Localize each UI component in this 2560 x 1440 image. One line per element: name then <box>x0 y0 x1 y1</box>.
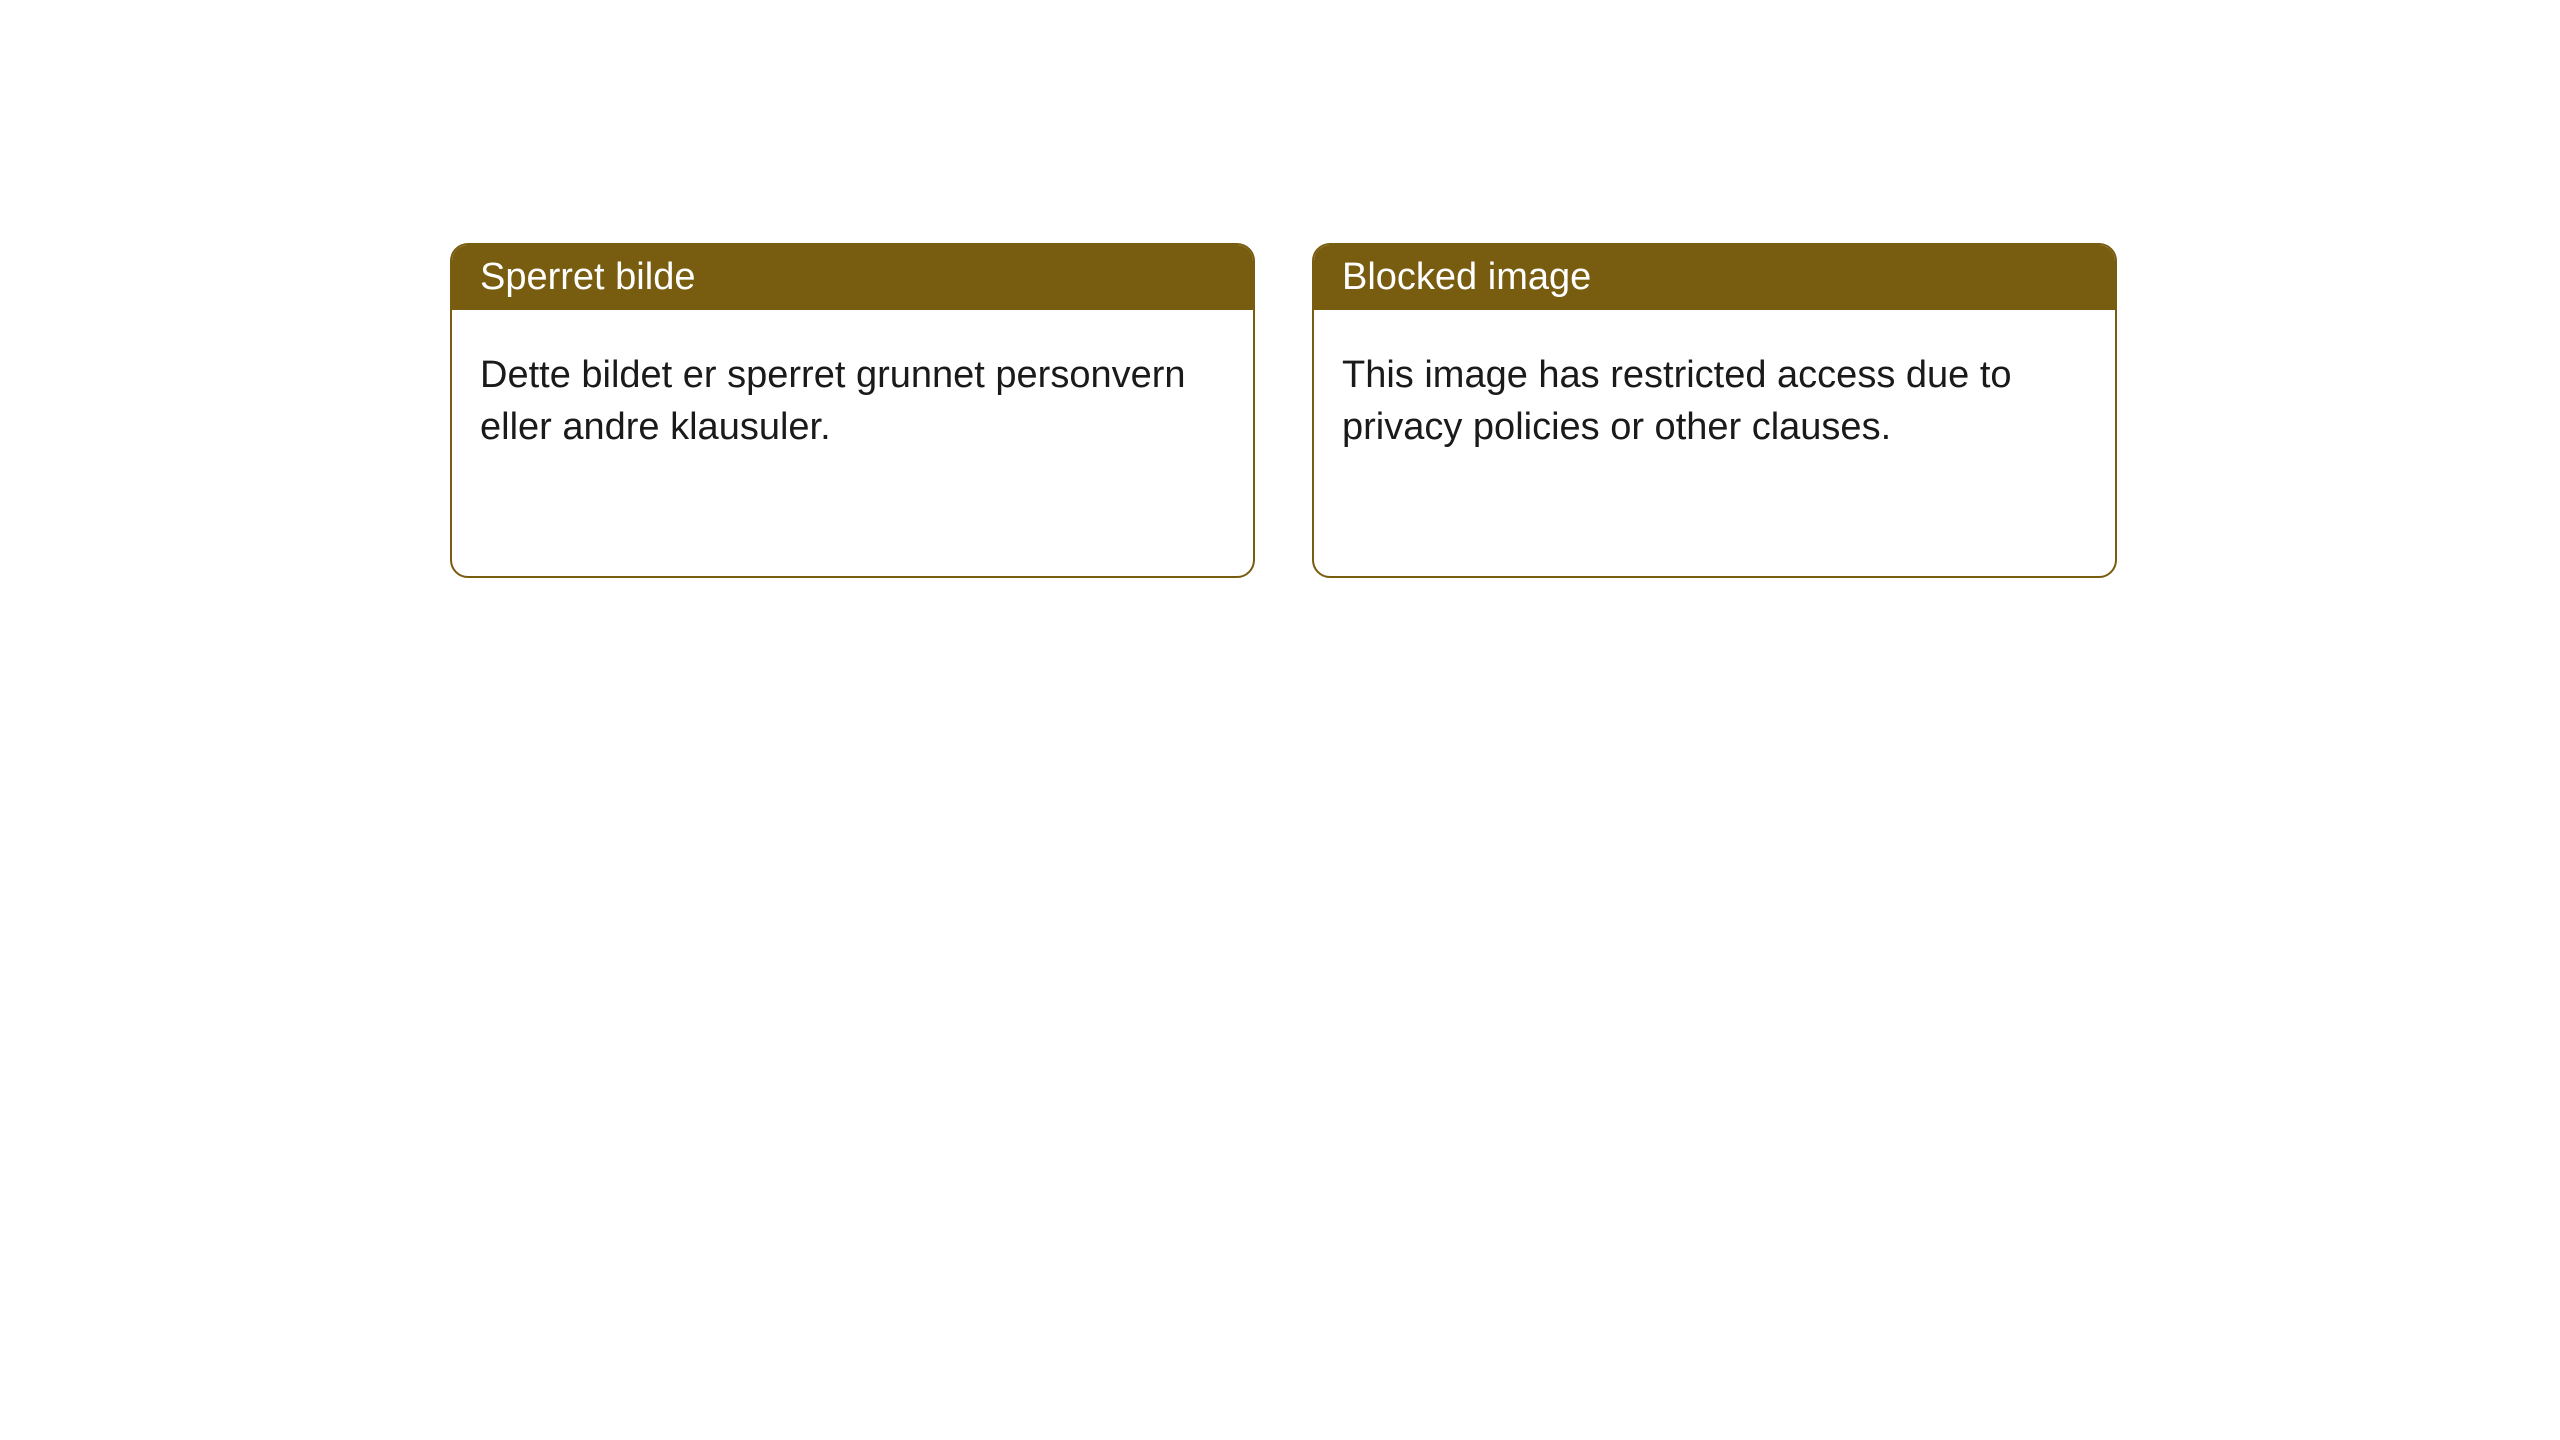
notice-body: Dette bildet er sperret grunnet personve… <box>452 310 1253 576</box>
notice-text: This image has restricted access due to … <box>1342 354 2012 447</box>
notice-text: Dette bildet er sperret grunnet personve… <box>480 354 1186 447</box>
notice-header: Sperret bilde <box>452 245 1253 310</box>
notice-body: This image has restricted access due to … <box>1314 310 2115 576</box>
notice-card-norwegian: Sperret bilde Dette bildet er sperret gr… <box>450 243 1255 578</box>
notice-card-english: Blocked image This image has restricted … <box>1312 243 2117 578</box>
notice-title: Sperret bilde <box>480 256 695 298</box>
notice-header: Blocked image <box>1314 245 2115 310</box>
notice-container: Sperret bilde Dette bildet er sperret gr… <box>450 243 2117 578</box>
notice-title: Blocked image <box>1342 256 1591 298</box>
